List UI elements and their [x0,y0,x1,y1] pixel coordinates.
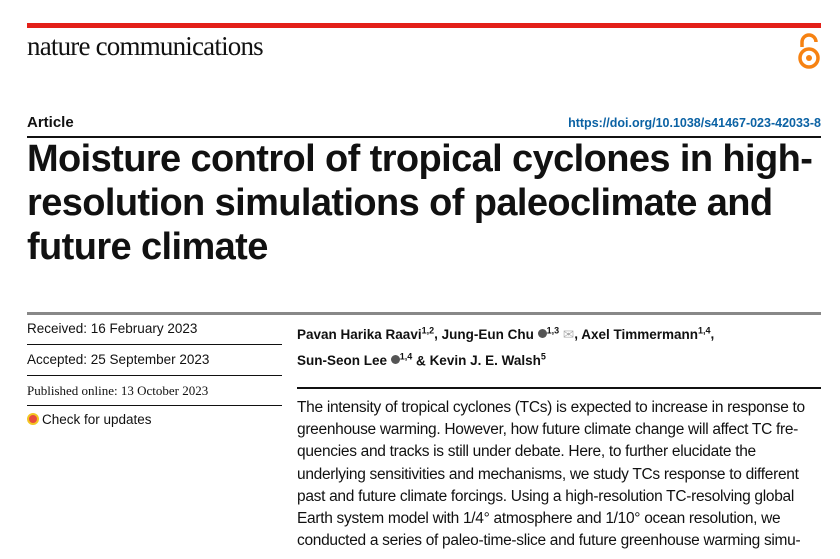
open-access-icon [797,33,821,76]
title-line: resolution simulations of paleoclimate a… [27,182,773,224]
orcid-icon[interactable] [537,328,547,338]
author-list: Pavan Harika Raavi1,2, Jung-Eun Chu 1,3 … [297,325,715,369]
accepted-date: Accepted: 25 September 2023 [27,352,210,367]
journal-accent-bar [27,23,821,28]
orcid-icon[interactable] [390,355,400,364]
received-date: Received: 16 February 2023 [27,321,198,336]
author[interactable]: Jung-Eun Chu 1,3 ✉ [441,325,575,342]
author[interactable]: Axel Timmermann1,4 [581,325,711,342]
author[interactable]: Pavan Harika Raavi1,2 [297,325,435,342]
abstract-line: conducted a series of paleo-time-slice a… [297,532,801,550]
abstract-line: quencies and tracks is still under debat… [297,443,756,461]
abstract: The intensity of tropical cyclones (TCs)… [297,397,827,552]
author[interactable]: Kevin J. E. Walsh5 [429,351,546,369]
article-title: Moisture control of tropical cyclones in… [27,137,827,269]
email-icon[interactable]: ✉ [562,326,575,342]
doi-link[interactable]: https://doi.org/10.1038/s41467-023-42033… [568,116,821,130]
title-line: Moisture control of tropical cyclones in… [27,138,813,180]
abstract-line: greenhouse warming. However, how future … [297,421,799,439]
divider [27,344,282,345]
abstract-line: The intensity of tropical cyclones (TCs)… [297,399,805,416]
abstract-line: underlying sensitivities and mechanisms,… [297,465,799,483]
title-line: future climate [27,226,268,268]
divider [27,375,282,376]
divider [27,405,282,406]
author[interactable]: Sun-Seon Lee 1,4 [297,351,413,369]
divider [297,387,821,389]
published-date: Published online: 13 October 2023 [27,383,209,398]
divider [27,312,821,315]
article-type: Article [27,114,74,131]
check-for-updates-button[interactable]: Check for updates [27,412,282,427]
check-updates-label: Check for updates [42,412,152,427]
abstract-line: Earth system model with 1/4° atmosphere … [297,510,781,528]
journal-name[interactable]: nature communications [27,31,264,61]
check-updates-icon [27,413,39,425]
abstract-line: past and future climate forcings. Using … [297,487,794,505]
divider [27,136,821,138]
